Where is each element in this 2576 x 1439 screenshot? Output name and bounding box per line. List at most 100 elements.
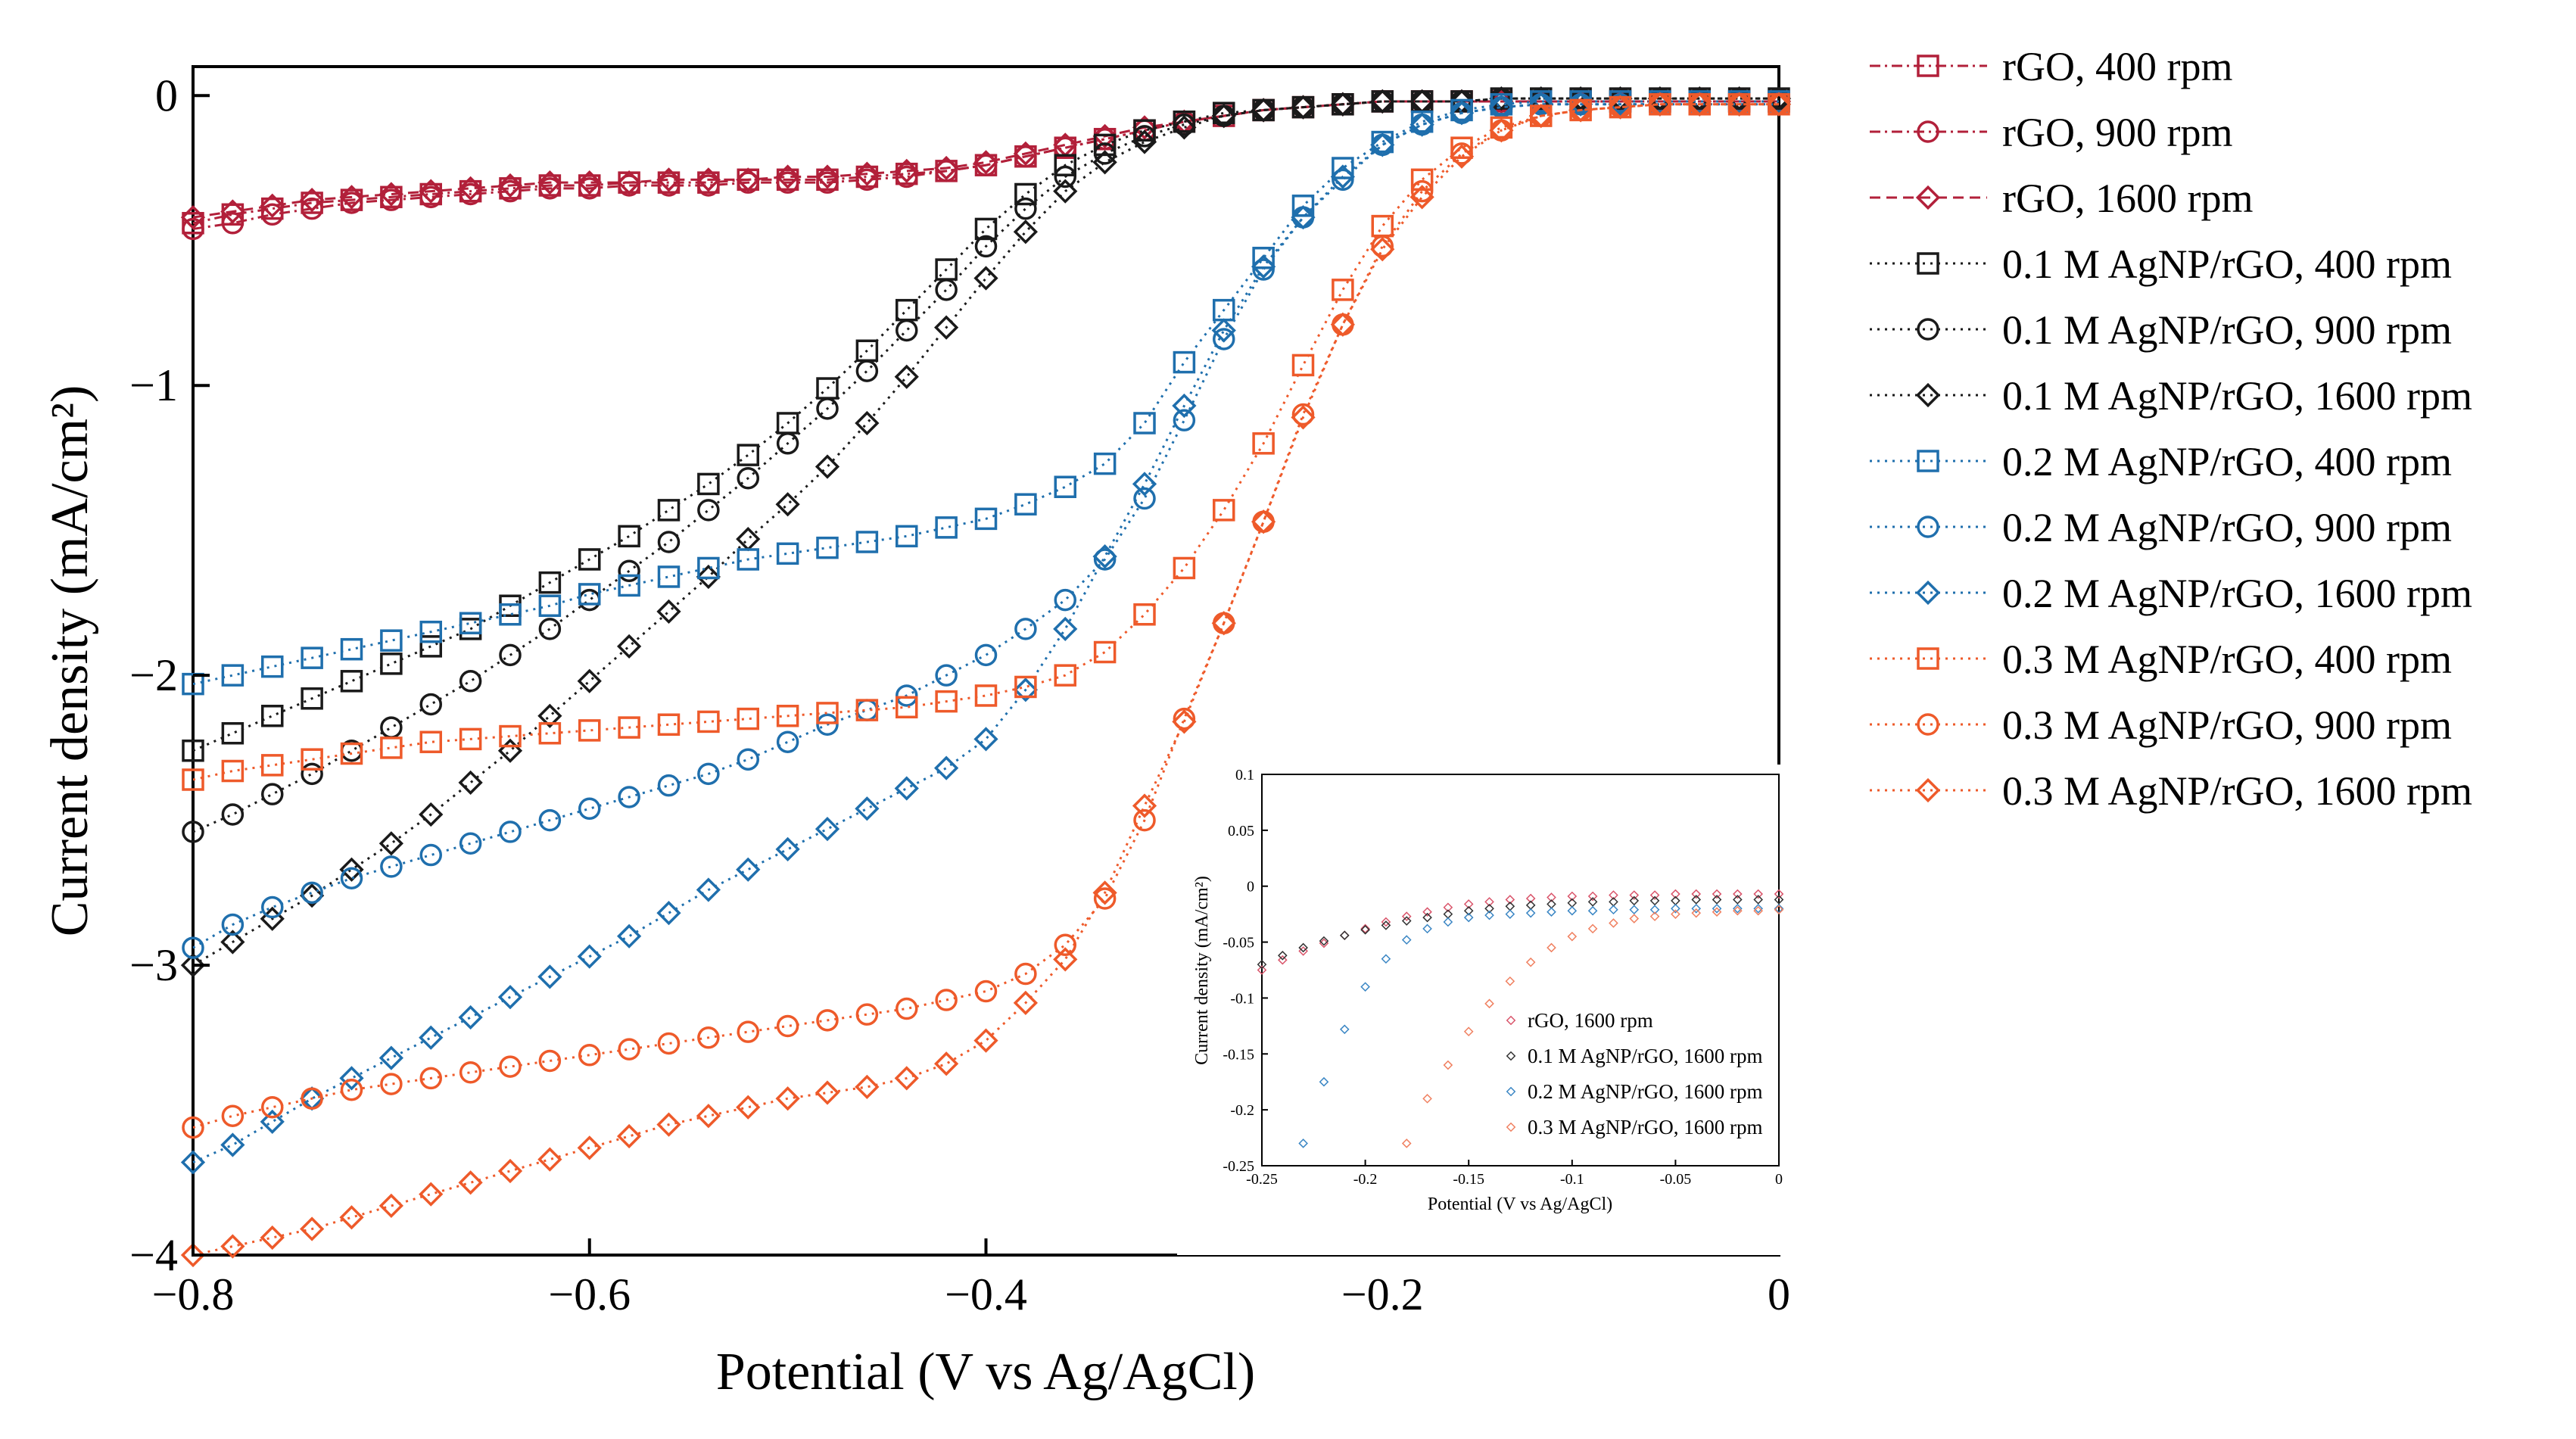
- data-point: [301, 748, 323, 771]
- data-point: [1252, 432, 1275, 455]
- data-point: [340, 867, 363, 889]
- data-point: [1173, 409, 1196, 431]
- data-point: [737, 171, 759, 194]
- data-point: [775, 1086, 800, 1111]
- inset-data-point: [1567, 905, 1578, 916]
- data-point: [618, 1038, 640, 1061]
- data-point: [657, 174, 681, 197]
- inset-data-point: [1360, 925, 1370, 935]
- data-point: [380, 737, 403, 759]
- inset-data-point: [1629, 890, 1640, 900]
- data-point: [578, 588, 601, 612]
- inset-y-tick-label: -0.2: [1230, 1102, 1254, 1119]
- data-point: [378, 831, 403, 856]
- data-point: [458, 1170, 483, 1195]
- data-point: [1054, 475, 1076, 498]
- inset-data-point: [1525, 957, 1536, 967]
- legend-item-11: 0.3 M AgNP/rGO, 900 rpm: [1870, 702, 2452, 748]
- data-point: [697, 499, 720, 522]
- data-point: [1132, 793, 1157, 818]
- data-point: [340, 670, 363, 693]
- data-point: [1211, 318, 1236, 343]
- y-tick-label: −1: [129, 360, 178, 410]
- data-point: [617, 170, 642, 195]
- data-point: [894, 776, 919, 801]
- main-series-12: [180, 92, 1792, 1268]
- x-tick-label: −0.4: [945, 1269, 1027, 1319]
- inset-y-tick-label: 0.05: [1228, 823, 1254, 839]
- data-point: [261, 705, 284, 727]
- inset-data-point: [1525, 893, 1536, 904]
- data-point: [538, 571, 562, 594]
- data-point: [696, 1104, 721, 1129]
- legend-marker: [1917, 450, 1939, 472]
- legend-item-7: 0.2 M AgNP/rGO, 400 rpm: [1870, 439, 2452, 484]
- data-point: [855, 699, 879, 721]
- main-y-axis-label: Current density (mA/cm²): [41, 385, 99, 937]
- inset-x-tick-label: -0.05: [1660, 1171, 1692, 1188]
- data-point: [458, 176, 483, 201]
- data-point: [578, 177, 601, 200]
- data-point: [737, 467, 759, 490]
- legend-label: 0.3 M AgNP/rGO, 400 rpm: [2002, 637, 2452, 682]
- data-point: [697, 556, 720, 580]
- inset-legend-marker: [1506, 1086, 1516, 1097]
- data-point: [697, 710, 720, 734]
- inset-data-point: [1671, 903, 1680, 914]
- inset-data-point: [1525, 908, 1536, 918]
- main-series-10: [182, 93, 1790, 791]
- data-point: [657, 774, 681, 797]
- data-point: [260, 1109, 285, 1134]
- inset-data-point: [1629, 905, 1640, 915]
- data-point: [736, 857, 761, 882]
- inset-data-point: [1733, 895, 1743, 905]
- legend-item-8: 0.2 M AgNP/rGO, 900 rpm: [1870, 505, 2452, 550]
- data-point: [499, 1055, 522, 1078]
- main-series-layer: [180, 86, 1792, 1268]
- data-point: [1132, 472, 1157, 497]
- inset-data-point: [1278, 950, 1288, 961]
- legend-item-2: rGO, 900 rpm: [1870, 110, 2232, 155]
- data-point: [380, 855, 403, 878]
- data-point: [1330, 92, 1355, 117]
- data-point: [736, 167, 761, 192]
- data-point: [816, 1009, 839, 1032]
- inset-data-point: [1733, 903, 1743, 914]
- data-point: [896, 319, 918, 342]
- data-point: [935, 690, 958, 713]
- data-point: [1173, 707, 1196, 730]
- data-point: [737, 548, 759, 571]
- inset-data-point: [1567, 891, 1578, 902]
- data-point: [339, 857, 364, 882]
- data-point: [1014, 618, 1037, 640]
- y-tick-label: −3: [129, 940, 178, 990]
- inset-data-point: [1339, 1024, 1350, 1035]
- series-line: [192, 103, 1779, 949]
- data-point: [935, 516, 958, 539]
- inset-y-tick-label: 0: [1247, 879, 1254, 895]
- data-point: [1647, 92, 1672, 117]
- data-point: [182, 217, 204, 241]
- data-point: [221, 913, 245, 936]
- inset-data-point: [1422, 912, 1432, 923]
- inset-y-tick-label: -0.1: [1230, 990, 1254, 1007]
- inset-data-point: [1649, 905, 1660, 915]
- inset-data-point: [1649, 890, 1660, 900]
- data-point: [1173, 113, 1196, 136]
- inset-y-tick-label: -0.15: [1223, 1046, 1254, 1063]
- inset-data-point: [1463, 905, 1474, 916]
- data-point: [855, 161, 880, 186]
- inset-data-point: [1753, 903, 1763, 914]
- inset-data-point: [1319, 1076, 1329, 1087]
- inset-legend-label: rGO, 1600 rpm: [1528, 1009, 1653, 1032]
- data-point: [775, 836, 800, 862]
- legend-label: 0.1 M AgNP/rGO, 900 rpm: [2002, 307, 2452, 353]
- data-point: [1528, 86, 1553, 111]
- data-point: [816, 171, 839, 194]
- data-point: [1291, 405, 1316, 430]
- data-point: [1291, 95, 1316, 120]
- inset-data-point: [1547, 892, 1556, 902]
- data-point: [816, 397, 839, 420]
- data-point: [618, 525, 640, 548]
- data-point: [339, 185, 364, 210]
